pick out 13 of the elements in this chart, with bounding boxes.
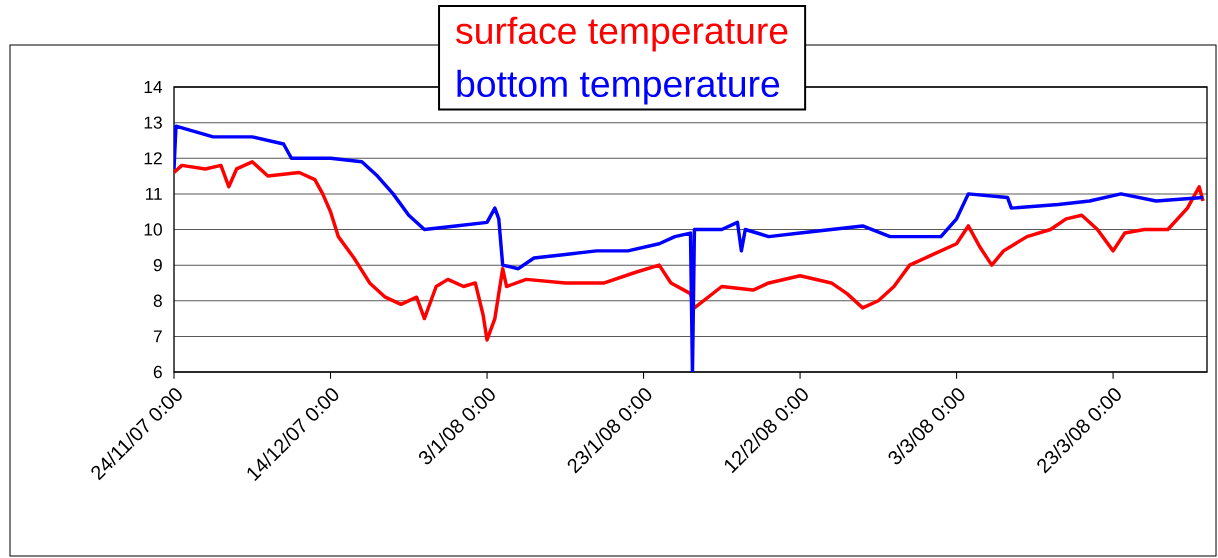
y-tick-label: 7 [153,330,162,343]
y-tick-label: 13 [144,116,162,129]
line-series [174,124,1205,372]
y-tick-label: 12 [144,152,162,165]
text: bottom temperature [457,69,780,105]
y-tick-label: 11 [145,187,162,200]
y-tick-label: 10 [144,223,162,236]
y-tick-label: 6 [153,365,162,379]
y-tick-label: 9 [153,258,162,272]
y-tick-label: 8 [153,294,162,307]
y-tick-label: 14 [144,81,163,93]
text: surface temperature [456,16,788,52]
line-series [174,160,1205,342]
